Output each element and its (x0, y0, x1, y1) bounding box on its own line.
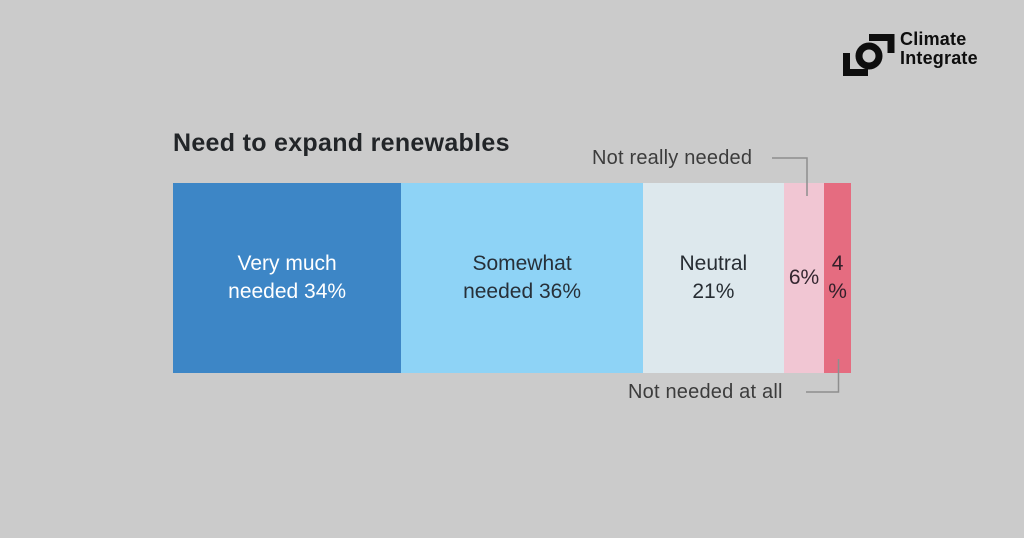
annotation-not-really-needed: Not really needed (592, 147, 753, 169)
segment-label: 6% (788, 266, 820, 289)
segment-label: 4 % (828, 252, 847, 303)
bar-segment-not-really-needed: 6% (783, 183, 825, 373)
segment-label: Very much needed 34% (228, 252, 347, 303)
segment-label: Neutral 21% (679, 252, 748, 303)
bar-segment-somewhat-needed: Somewhat needed 36% (401, 183, 643, 373)
logo-text-line2: Integrate (900, 48, 978, 68)
annotation-not-needed-at-all: Not needed at all (628, 381, 783, 403)
bar-segment-neutral: Neutral 21% (642, 183, 784, 373)
logo-text: Climate Integrate (900, 30, 978, 68)
chart-title: Need to expand renewables (173, 129, 510, 157)
logo-text-line1: Climate (900, 29, 967, 49)
segment-label: Somewhat needed 36% (463, 252, 582, 303)
stacked-bar: Very much needed 34% Somewhat needed 36%… (173, 183, 851, 373)
climate-integrate-logo-icon (843, 34, 895, 76)
bar-segment-very-much-needed: Very much needed 34% (173, 183, 402, 373)
bar-segment-not-needed-at-all: 4 % (824, 183, 851, 373)
